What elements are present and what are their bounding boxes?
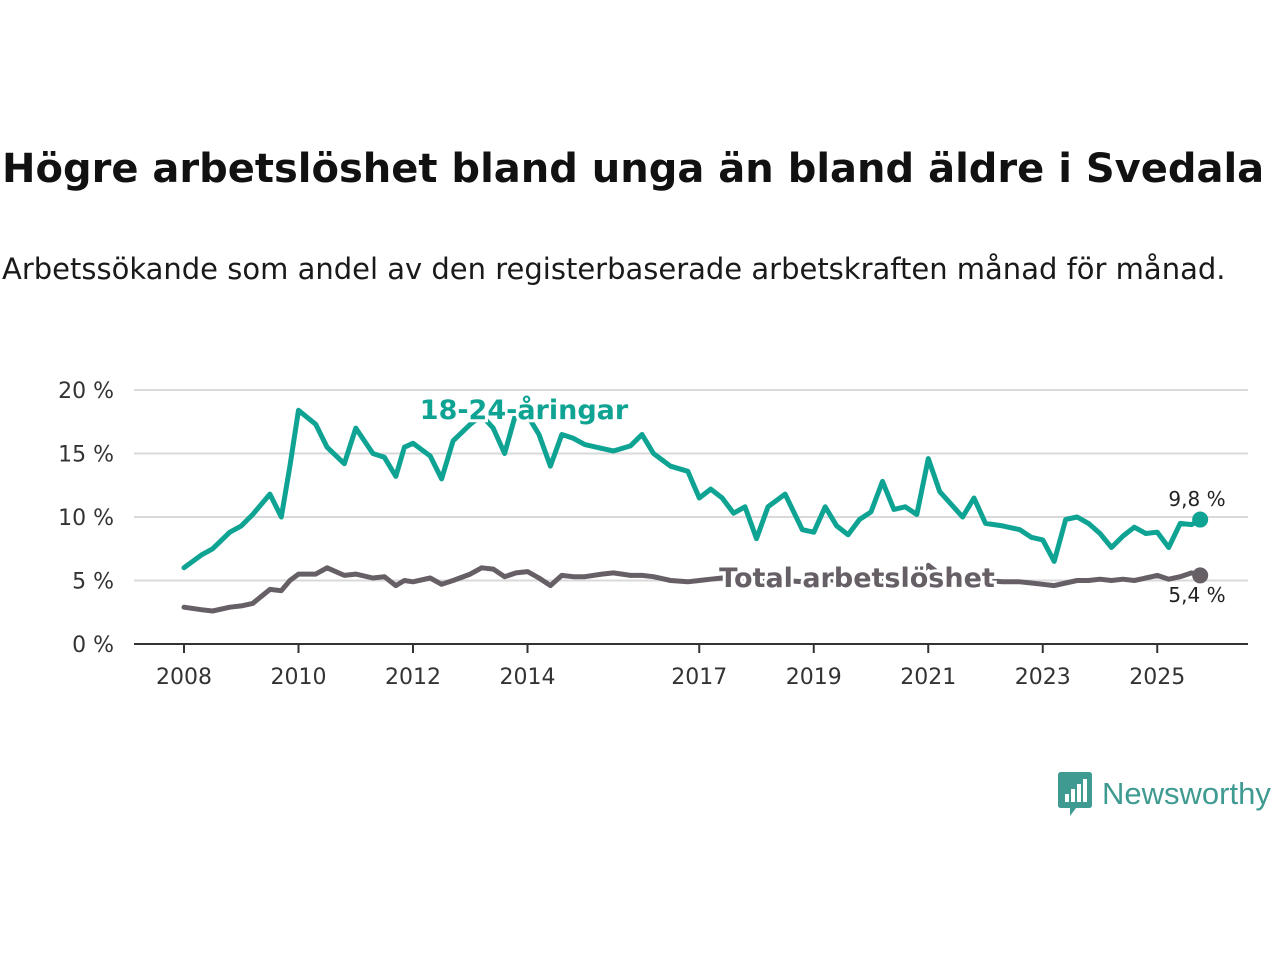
end-label-total: 5,4 %	[1168, 583, 1225, 607]
y-axis-tick-labels: 0 % 5 % 10 % 15 % 20 %	[58, 379, 114, 658]
gridlines	[134, 389, 1248, 582]
y-tick-label: 20 %	[58, 379, 114, 404]
x-axis: 2008 2010 2012 2014 2017 2019 2021 2023 2025	[134, 643, 1248, 690]
end-point-youth	[1192, 511, 1209, 528]
bar-chart-speech-bubble-icon	[1058, 772, 1092, 816]
x-tick-label: 2008	[156, 665, 212, 690]
y-tick-label: 15 %	[58, 443, 114, 468]
series-label-youth: 18-24-åringar	[420, 394, 629, 426]
y-tick-label: 10 %	[58, 506, 114, 531]
brand-logo[interactable]: Newsworthy	[1058, 772, 1271, 816]
x-tick-label: 2017	[671, 665, 727, 690]
x-tick-label: 2010	[271, 665, 327, 690]
x-tick-label: 2025	[1129, 665, 1185, 690]
y-tick-label: 0 %	[72, 633, 114, 658]
x-tick-label: 2021	[900, 665, 956, 690]
series-labels: 18-24-åringar Total arbetslöshet 9,8 % 5,4 …	[417, 391, 1226, 607]
x-tick-label: 2012	[385, 665, 441, 690]
series-line-total	[181, 562, 1203, 614]
brand-name: Newsworthy	[1102, 776, 1271, 811]
end-point-total	[1192, 567, 1209, 584]
series-lines	[181, 407, 1203, 614]
end-label-youth: 9,8 %	[1168, 487, 1225, 511]
series-label-total: Total arbetslöshet	[719, 563, 995, 594]
chart-subtitle: Arbetssökande som andel av den registerb…	[2, 252, 1226, 286]
series-line-youth	[181, 407, 1203, 571]
chart-title: Högre arbetslöshet bland unga än bland ä…	[2, 146, 1265, 192]
x-tick-label: 2014	[500, 665, 556, 690]
line-chart: 0 %5 %10 %15 %20 % 2008 2010 2012 2014 2017 2…	[58, 379, 1248, 690]
x-tick-label: 2019	[786, 665, 842, 690]
y-tick-label: 5 %	[72, 570, 114, 595]
x-tick-label: 2023	[1015, 665, 1071, 690]
